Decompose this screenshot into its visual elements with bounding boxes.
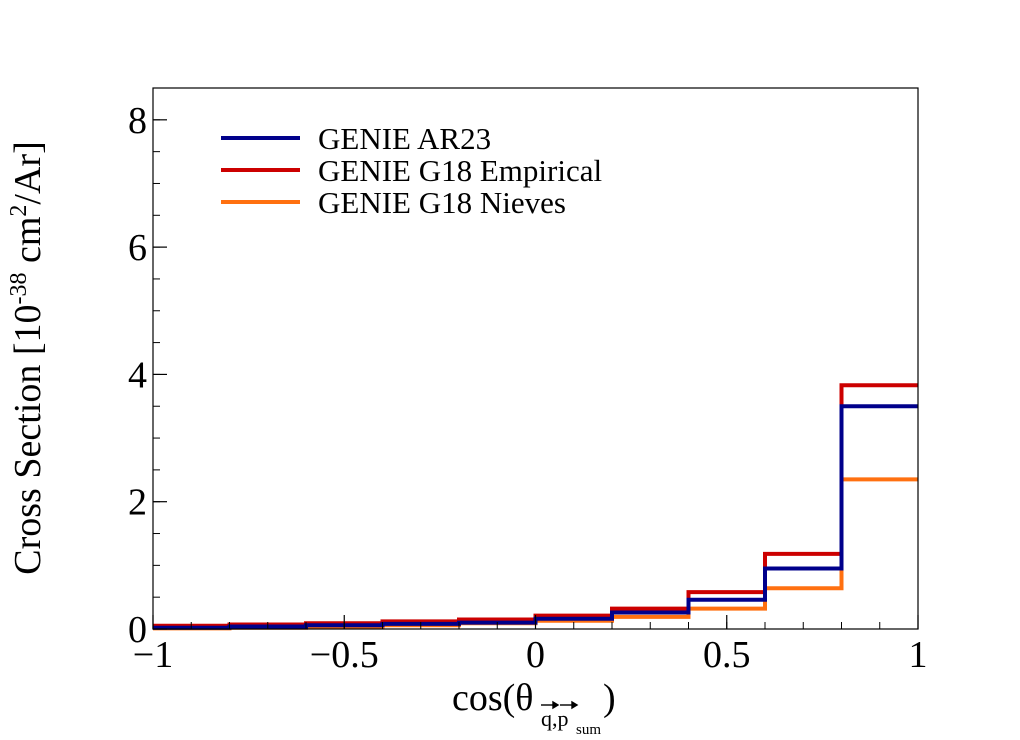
y-axis-title-exp: -38	[6, 273, 32, 305]
y-axis-title: Cross Section [10-38 cm2/Ar]	[6, 141, 49, 574]
x-axis-title-subscript: q,p	[541, 706, 569, 731]
y-tick-label: 0	[128, 609, 147, 651]
y-tick-label: 6	[128, 227, 147, 269]
legend-label-genie-ar23: GENIE AR23	[318, 121, 491, 156]
y-tick-label: 2	[128, 482, 147, 524]
y-axis-title-prefix: Cross Section [10	[7, 305, 49, 575]
y-axis-title-middle: cm	[7, 217, 49, 273]
y-axis-title-suffix: /Ar]	[7, 141, 49, 204]
y-axis-title-exp2: 2	[6, 205, 32, 217]
legend-label-genie-g18-empirical: GENIE G18 Empirical	[318, 153, 602, 188]
series-line-genie-ar23	[153, 404, 918, 630]
x-tick-label: 0.5	[703, 634, 751, 676]
x-tick-label: 0	[526, 634, 545, 676]
x-axis-title-close: )	[603, 677, 616, 719]
x-tick-label: 1	[909, 634, 928, 676]
y-tick-label: 8	[128, 100, 147, 142]
plot-area	[153, 383, 918, 631]
x-axis-title-subscript-suffix: sum	[576, 722, 601, 738]
x-axis-title-main: cos(θ	[452, 677, 534, 719]
x-tick-label: −1	[133, 634, 173, 676]
x-axis-title-arrows	[541, 700, 579, 710]
legend-label-genie-g18-nieves: GENIE G18 Nieves	[318, 185, 566, 220]
y-tick-label: 4	[128, 354, 147, 396]
axis-ticks: −1 −0.5 0 0.5 1 0 2 4 6 8	[128, 87, 928, 676]
x-tick-label: −0.5	[310, 634, 379, 676]
